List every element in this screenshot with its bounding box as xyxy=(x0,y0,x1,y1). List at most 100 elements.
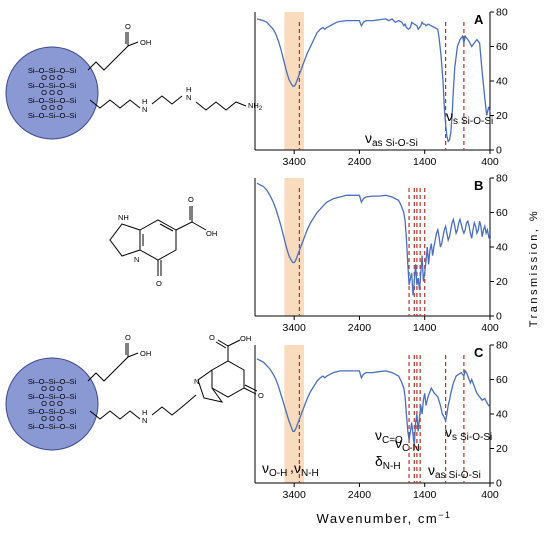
carboxyl-group xyxy=(215,339,241,361)
amine-linker xyxy=(89,394,197,420)
band-annotation: νas Si-O-Si xyxy=(428,462,481,481)
amine-n1-label: N xyxy=(142,105,147,114)
x-tick-label: 2400 xyxy=(348,489,372,501)
amine-n2-label: N xyxy=(186,93,191,102)
panel-label: B xyxy=(474,178,483,193)
band-subscript: N-H xyxy=(383,461,401,472)
carbonyl-o-label: O xyxy=(125,22,131,31)
carboxyl-oh-label: OH xyxy=(206,229,217,238)
silica-core-labels: Si–O–Si–O–Si O O O Si–O–Si–O–Si O O O Si… xyxy=(28,66,77,120)
x-tick-label: 3400 xyxy=(282,489,306,501)
panel-label: C xyxy=(474,345,484,360)
chart-panel-b: 0 20 40 60 80 3400 2400 1400 400 B xyxy=(254,173,508,334)
band-symbol: ν xyxy=(446,108,453,124)
carboxyl-o-label: O xyxy=(209,333,215,342)
x-tick-label: 1400 xyxy=(413,322,437,334)
amine-h1-label: H xyxy=(142,97,147,106)
x-tick-label: 1400 xyxy=(413,489,437,501)
imidazoline-ring xyxy=(197,369,224,403)
band-subscript: as xyxy=(435,470,446,481)
amine-h-label: H xyxy=(142,408,147,417)
carboxyl-o-label: O xyxy=(188,195,194,204)
ring-n-label: N xyxy=(134,255,139,264)
band-subscript: s xyxy=(453,116,458,127)
silica-row: Si–O–Si–O–Si xyxy=(28,377,77,386)
band-subscript: as xyxy=(372,138,383,149)
molecule-functionalized-silica-a: Si–O–Si–O–Si O O O Si–O–Si–O–Si O O O Si… xyxy=(5,22,263,140)
band-symbol: ν xyxy=(428,462,435,478)
band-group: Si-O-Si xyxy=(449,470,481,481)
x-tick-label: 1400 xyxy=(413,156,437,168)
silica-core-labels: Si–O–Si–O–Si O O O Si–O–Si–O–Si O O O Si… xyxy=(28,377,77,431)
y-tick-label: 40 xyxy=(496,409,508,421)
y-tick-label: 20 xyxy=(496,276,508,288)
molecule-functionalized-silica-c: Si–O–Si–O–Si O O O Si–O–Si–O–Si O O O Si… xyxy=(5,333,264,451)
y-tick-label: 0 xyxy=(496,145,502,157)
panel-label: A xyxy=(474,12,484,27)
y-tick-label: 80 xyxy=(496,340,508,352)
silica-row: Si–O–Si–O–Si xyxy=(28,407,77,416)
ring-nh-label: NH xyxy=(118,213,129,222)
y-tick-label: 40 xyxy=(496,242,508,254)
x-tick-label: 400 xyxy=(481,156,499,168)
silica-row: Si–O–Si–O–Si xyxy=(28,111,77,120)
silica-row: Si–O–Si–O–Si xyxy=(28,422,77,431)
band-annotation: νs Si-O-Si xyxy=(446,108,493,127)
band-annotation: δN-H xyxy=(375,453,401,472)
carbonyl-o-label: O xyxy=(125,333,131,342)
molecule-imidazopyridinone: NH N O O OH xyxy=(109,195,217,288)
band-symbol: δ xyxy=(375,453,383,469)
band-group: Si-O-Si xyxy=(460,432,492,443)
x-tick-label: 3400 xyxy=(282,322,306,334)
band-symbol: ν xyxy=(375,427,382,443)
ring-o-label: O xyxy=(258,391,264,400)
amine-n-label: N xyxy=(142,416,147,425)
amine-h2-label: H xyxy=(186,85,191,94)
y-tick-label: 80 xyxy=(496,173,508,185)
band-symbol: ν xyxy=(395,435,402,451)
ring-o-label: O xyxy=(156,279,162,288)
band-symbol: ν xyxy=(365,130,372,146)
x-tick-label: 400 xyxy=(481,489,499,501)
band-group: Si-O-Si xyxy=(386,138,418,149)
amine-nh2-label: NH2 xyxy=(248,101,263,112)
silica-row: O O O xyxy=(41,414,63,423)
silica-row: Si–O–Si–O–Si xyxy=(28,96,77,105)
band-subscript: O-H xyxy=(269,468,287,479)
y-tick-label: 80 xyxy=(496,7,508,19)
silica-sphere xyxy=(5,46,99,140)
silica-row: Si–O–Si–O–Si xyxy=(28,66,77,75)
silica-row: Si–O–Si–O–Si xyxy=(28,81,77,90)
x-tick-label: 3400 xyxy=(282,156,306,168)
silica-row: O O O xyxy=(41,73,63,82)
band-annotation: νN-H xyxy=(294,460,319,479)
band-symbol: ν xyxy=(262,460,269,476)
ring-double-bonds xyxy=(142,223,174,246)
band-annotation: νas Si-O-Si xyxy=(365,130,418,149)
silica-sphere xyxy=(5,357,99,451)
x-axis-label: Wavenumber, cm−1 xyxy=(317,510,452,526)
band-symbol: ν xyxy=(294,460,301,476)
band-subscript: C=O xyxy=(382,435,403,446)
y-tick-label: 0 xyxy=(496,478,502,490)
carboxyl-group xyxy=(175,206,207,231)
x-tick-label: 400 xyxy=(481,322,499,334)
band-subscript: N-H xyxy=(301,468,319,479)
y-tick-label: 60 xyxy=(496,41,508,53)
y-tick-label: 20 xyxy=(496,110,508,122)
pyridinone-ring xyxy=(211,360,245,398)
spectrum-line xyxy=(256,18,491,143)
y-tick-label: 40 xyxy=(496,76,508,88)
band-subscript: s xyxy=(452,432,457,443)
spectrum-line xyxy=(256,358,491,446)
amine-chain xyxy=(89,95,247,111)
band-symbol: ν xyxy=(445,424,452,440)
band-annotation: νC-N xyxy=(395,435,420,454)
y-tick-label: 20 xyxy=(496,443,508,455)
y-tick-label: 60 xyxy=(496,374,508,386)
carboxyl-oh-label: OH xyxy=(140,38,151,47)
